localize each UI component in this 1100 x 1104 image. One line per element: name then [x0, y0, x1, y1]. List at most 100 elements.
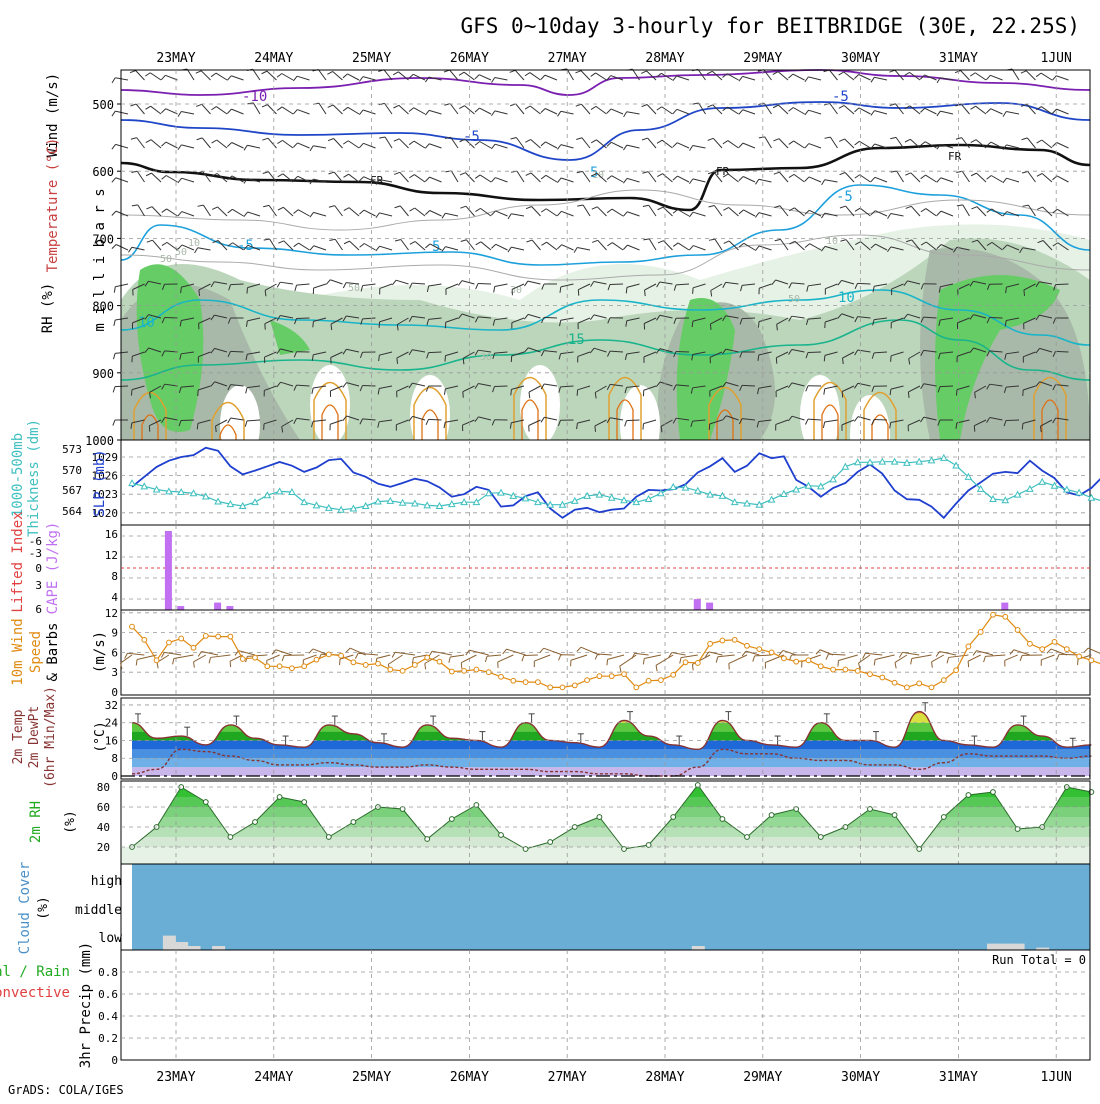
wind10m-speed-point — [622, 672, 627, 677]
wind10m-barb-flag — [656, 665, 657, 671]
cape-bar — [694, 599, 701, 610]
contour-label: -5 — [832, 89, 849, 105]
cape-tick-label: 8 — [111, 570, 118, 583]
wind10m-speed-point — [954, 668, 959, 673]
wind10m-speed-point — [978, 630, 983, 635]
date-label-bottom: 24MAY — [254, 1070, 293, 1085]
wind10m-barb-flag — [874, 659, 875, 665]
wind10m-barb-flag — [522, 655, 524, 661]
wind10m-barb — [598, 654, 612, 655]
wind-barb-flag — [710, 324, 711, 330]
rh2m-point — [769, 813, 774, 818]
contour-label: 10 — [592, 170, 604, 181]
contour-label: -5 — [237, 238, 254, 254]
rh-tick-label: 80 — [97, 781, 110, 794]
wind10m-barb — [211, 655, 231, 657]
wind10m-barb — [620, 655, 637, 666]
dry-pocket — [520, 365, 560, 445]
wind10m-speed-point — [363, 663, 368, 668]
date-label-bottom: 28MAY — [645, 1070, 684, 1085]
ylabel-wind-speed: Speed — [28, 631, 44, 673]
wind10m-barb-flag — [425, 664, 426, 670]
wind10m-speed-point — [880, 675, 885, 680]
wind10m-speed-point — [511, 678, 516, 683]
wind10m-barb — [985, 655, 1005, 656]
wind10m-barb-flag — [577, 647, 581, 651]
wind-barb-flag — [595, 426, 596, 432]
ylabel-wind-barbs: & Barbs — [45, 622, 61, 681]
wind10m-speed-point — [228, 634, 233, 639]
wind10m-barb — [358, 653, 378, 655]
wind-barb-flag — [1024, 290, 1025, 296]
wind10m-barb — [534, 655, 550, 661]
low-cloud-bar — [1012, 944, 1025, 950]
thickness-point — [252, 499, 258, 505]
wind10m-barb-flag — [429, 651, 432, 656]
wind10m-barb-flag — [826, 654, 828, 659]
wind10m-barb — [755, 655, 772, 656]
wind-barb-flag — [114, 320, 115, 326]
contour-label: 15 — [568, 332, 585, 348]
wind10m-barb-flag — [503, 649, 507, 654]
ylabel-rh2m: 2m RH — [28, 801, 44, 843]
date-label-bottom: 23MAY — [156, 1070, 195, 1085]
wind10m-barb-flag — [392, 652, 395, 657]
wind10m-speed-point — [351, 660, 356, 665]
wind10m-barb — [656, 655, 673, 665]
wind10m-speed-point — [1015, 628, 1020, 633]
wind10m-speed-point — [1077, 654, 1082, 659]
wind10m-speed-point — [855, 668, 860, 673]
rh-tick-label: 40 — [97, 821, 110, 834]
ylabel-precip-convective: Convective — [0, 985, 70, 1001]
ylabel-cape: CAPE (J/kg) — [45, 522, 61, 615]
wind-barb-flag — [313, 321, 314, 327]
rh2m-point — [671, 815, 676, 820]
wind10m-speed-point — [585, 678, 590, 683]
wind-barb-flag — [758, 322, 759, 328]
wind10m-barb — [977, 651, 993, 655]
wind10m-barb — [571, 655, 587, 660]
date-label-top: 1JUN — [1041, 51, 1072, 66]
wind-barb-flag — [114, 287, 115, 293]
wind10m-barb — [201, 651, 218, 655]
contour-label: 50 — [348, 283, 360, 294]
ylabel-wind10m: 10m Wind — [10, 618, 26, 685]
wind10m-speed-point — [941, 678, 946, 683]
ylabel-precip: 3hr Precip (mm) — [78, 942, 94, 1068]
wind-barb — [858, 283, 871, 284]
wind10m-barb-flag — [209, 657, 210, 663]
wind10m-barb-flag — [947, 657, 948, 663]
wind10m-speed-point — [572, 683, 577, 688]
wind10m-speed-point — [1052, 639, 1057, 644]
wind-barb-flag — [199, 290, 200, 296]
thickness-tick-label: 567 — [62, 484, 82, 497]
wind10m-speed-point — [179, 636, 184, 641]
wind10m-speed-point — [302, 664, 307, 669]
ylabel-precip-total: Total / Rain — [0, 964, 70, 980]
wind10m-speed-point — [536, 680, 541, 685]
wind-barb-flag — [843, 358, 844, 364]
wind10m-speed-point — [769, 650, 774, 655]
wind10m-speed-point — [499, 674, 504, 679]
ylabel-temp2m: 2m Temp — [11, 709, 26, 764]
wind10m-speed-point — [265, 664, 270, 669]
wind-barb — [627, 420, 640, 421]
wind10m-barb — [746, 651, 759, 655]
wind-barb — [231, 284, 244, 285]
wind-barb-flag — [113, 420, 115, 426]
wind-barb-flag — [908, 392, 909, 398]
cape-bar — [1001, 603, 1008, 610]
wind10m-barb-flag — [125, 653, 128, 658]
wind10m-barb-flag — [485, 656, 487, 662]
contour-label: 50 — [175, 247, 187, 258]
wind-barb — [1056, 351, 1069, 352]
thickness-tick-label: 570 — [62, 464, 82, 477]
wind10m-barb — [239, 651, 255, 655]
date-label-top: 27MAY — [548, 51, 587, 66]
run-total-label: Run Total = 0 — [992, 953, 1086, 967]
precip-tick-label: 0.8 — [98, 966, 118, 979]
wind10m-speed-point — [142, 637, 147, 642]
thickness-point — [129, 480, 135, 486]
